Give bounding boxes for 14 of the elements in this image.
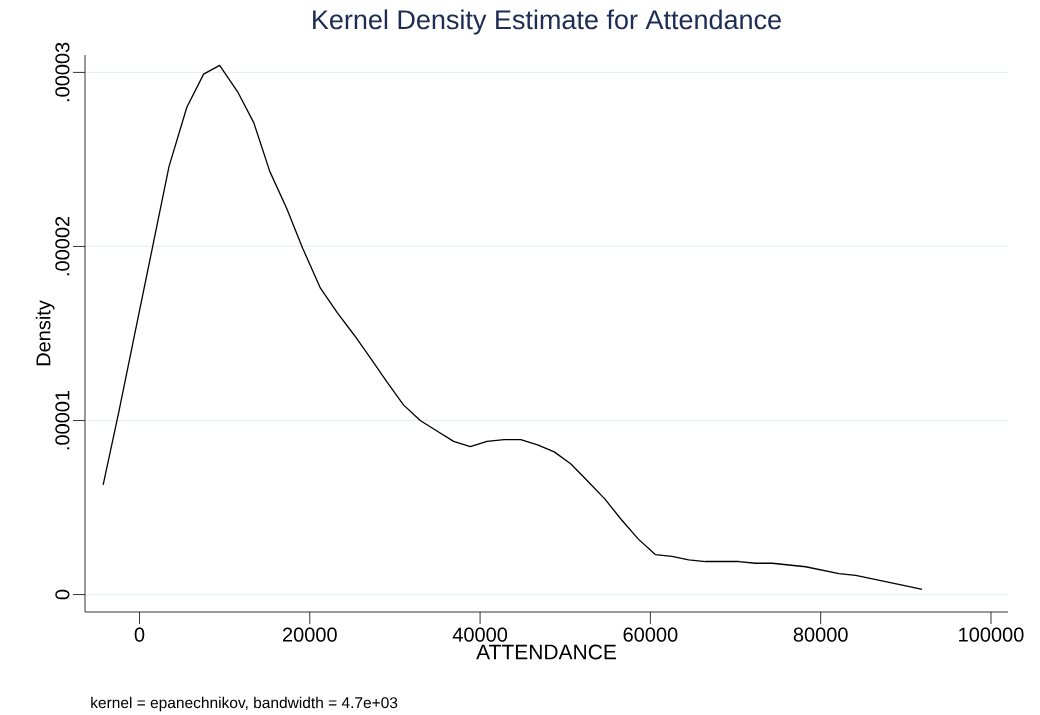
x-tick-label: 40000: [452, 627, 508, 642]
y-tick-label: 0: [55, 589, 70, 600]
x-axis-title: ATTENDANCE: [476, 644, 616, 660]
chart-title: Kernel Density Estimate for Attendance: [313, 9, 781, 35]
y-axis-title: Density: [35, 300, 55, 366]
text: kernel = epanechnikov, bandwidth = 4.7e+03: [91, 696, 398, 712]
y-tick-label: .00002: [55, 216, 70, 276]
x-tick-label: 20000: [282, 627, 337, 642]
x-tick-label: 80000: [793, 627, 848, 642]
x-tick-label: 0: [134, 627, 145, 642]
y-tick-label: .00003: [55, 42, 70, 102]
y-tick-label: .00001: [55, 390, 70, 450]
x-tick-label: 60000: [623, 627, 678, 642]
x-tick-label: 100000: [959, 627, 1024, 642]
